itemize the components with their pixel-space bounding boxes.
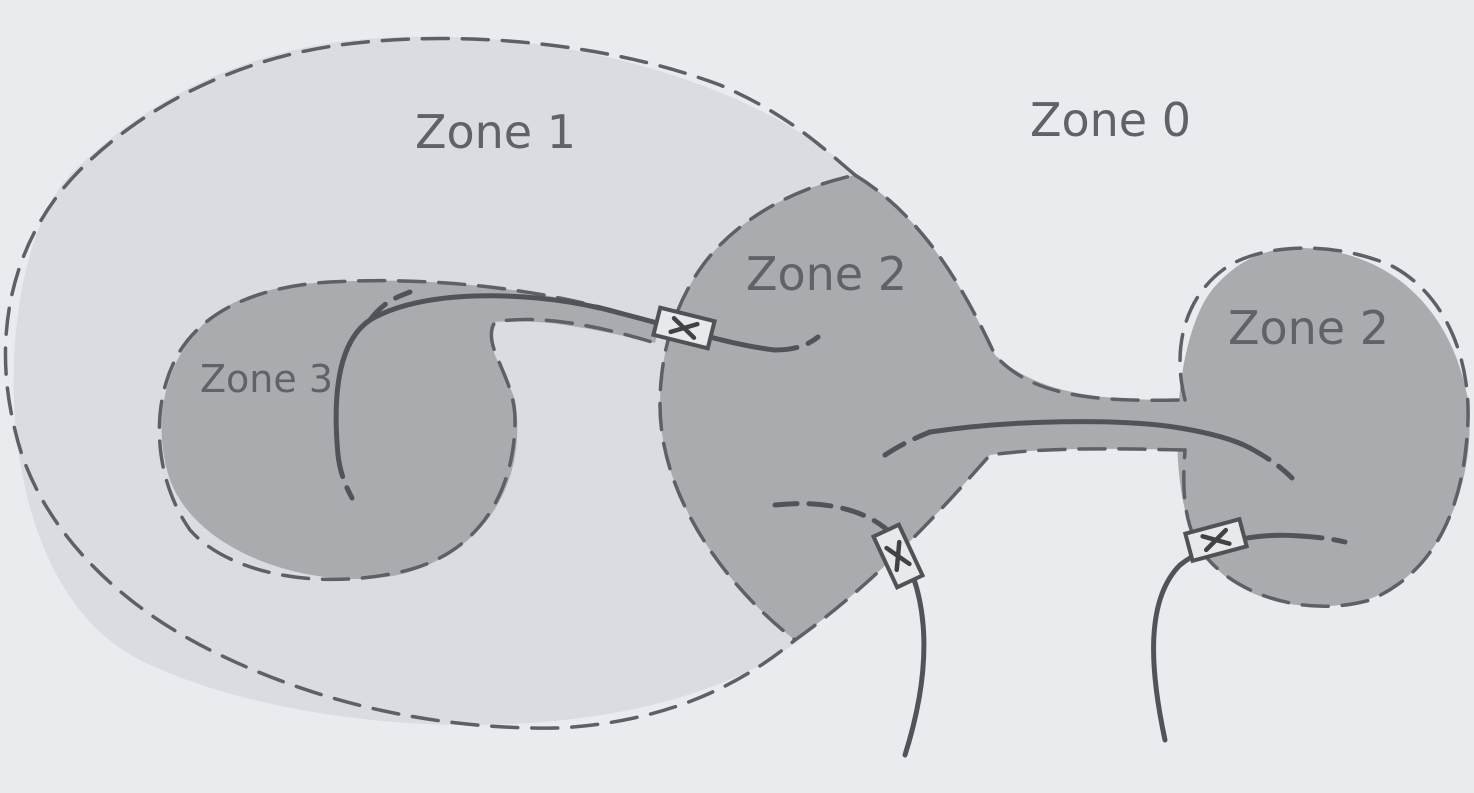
valve-lower-left bbox=[870, 522, 926, 590]
zone-2-right-label: Zone 2 bbox=[1228, 301, 1389, 355]
pipe-lower-right-dashed bbox=[1297, 533, 1348, 545]
zone-0-label: Zone 0 bbox=[1030, 93, 1191, 147]
zone-3-area bbox=[161, 280, 661, 579]
valve-lower-right bbox=[1182, 516, 1250, 564]
zone-2-left-boundary bbox=[658, 173, 1187, 643]
pipe-lower-right-solid bbox=[1151, 532, 1303, 743]
pipe-upper-dashed-end bbox=[772, 334, 821, 353]
pipe-middle-dashed-right bbox=[1247, 445, 1295, 481]
zone-3-boundary bbox=[157, 278, 662, 582]
zone-1-boundary bbox=[3, 36, 857, 730]
zone-2-right-boundary bbox=[1178, 246, 1470, 608]
valve-upper-x-icon bbox=[668, 316, 700, 340]
pipe-lower-left-dashed bbox=[772, 501, 888, 531]
pipe-upper-dashed-bend bbox=[367, 289, 413, 323]
valve-upper bbox=[651, 305, 717, 351]
zone-1-label: Zone 1 bbox=[415, 105, 576, 159]
zone-2-right-area bbox=[1177, 247, 1470, 607]
zone-2-left-area bbox=[660, 175, 1185, 640]
valve-lower-right-x-icon bbox=[1200, 527, 1232, 553]
valve-lower-left-x-icon bbox=[884, 539, 912, 573]
pipe-middle-solid bbox=[927, 419, 1253, 451]
pipe-upper-dashed-start bbox=[335, 452, 355, 501]
zone-3-label: Zone 3 bbox=[200, 357, 333, 401]
zone-2-left-label: Zone 2 bbox=[746, 247, 907, 301]
pipe-middle-dashed-left bbox=[882, 429, 933, 458]
